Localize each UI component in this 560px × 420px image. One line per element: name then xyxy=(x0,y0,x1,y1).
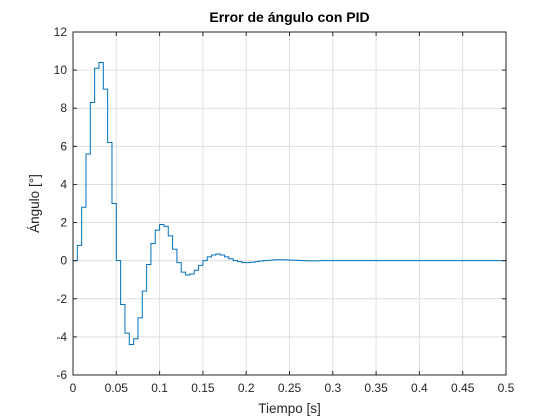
y-tick-label: -4 xyxy=(56,330,67,344)
x-tick-label: 0.15 xyxy=(191,381,215,395)
x-tick-label: 0.3 xyxy=(324,381,341,395)
x-tick-label: 0.35 xyxy=(364,381,388,395)
x-axis-label: Tiempo [s] xyxy=(258,401,321,416)
x-tick-label: 0 xyxy=(70,381,77,395)
y-tick-label: 4 xyxy=(60,177,67,191)
y-tick-label: 12 xyxy=(54,25,68,39)
series-layer xyxy=(73,61,506,346)
x-tick-label: 0.45 xyxy=(451,381,475,395)
y-tick-label: 2 xyxy=(60,216,67,230)
x-tick-label: 0.4 xyxy=(411,381,428,395)
y-tick-label: 6 xyxy=(60,139,67,153)
chart-title: Error de ángulo con PID xyxy=(209,9,369,25)
y-tick-label: -6 xyxy=(56,368,67,382)
y-axis-label: Ángulo [°] xyxy=(27,174,42,233)
y-tick-label: -2 xyxy=(56,292,67,306)
y-tick-label: 0 xyxy=(60,254,67,268)
x-tick-label: 0.1 xyxy=(151,381,168,395)
series-line xyxy=(73,61,506,346)
x-tick-label: 0.25 xyxy=(278,381,302,395)
x-tick-label: 0.5 xyxy=(498,381,515,395)
y-tick-label: 8 xyxy=(60,101,67,115)
x-tick-label: 0.05 xyxy=(105,381,129,395)
ticks: 0 0.05 0.1 0.15 0.2 0.25 0.3 0.35 0.4 0.45 0.5 -6 -4… xyxy=(54,25,515,395)
y-tick-label: 10 xyxy=(54,63,68,77)
x-tick-label: 0.2 xyxy=(238,381,255,395)
